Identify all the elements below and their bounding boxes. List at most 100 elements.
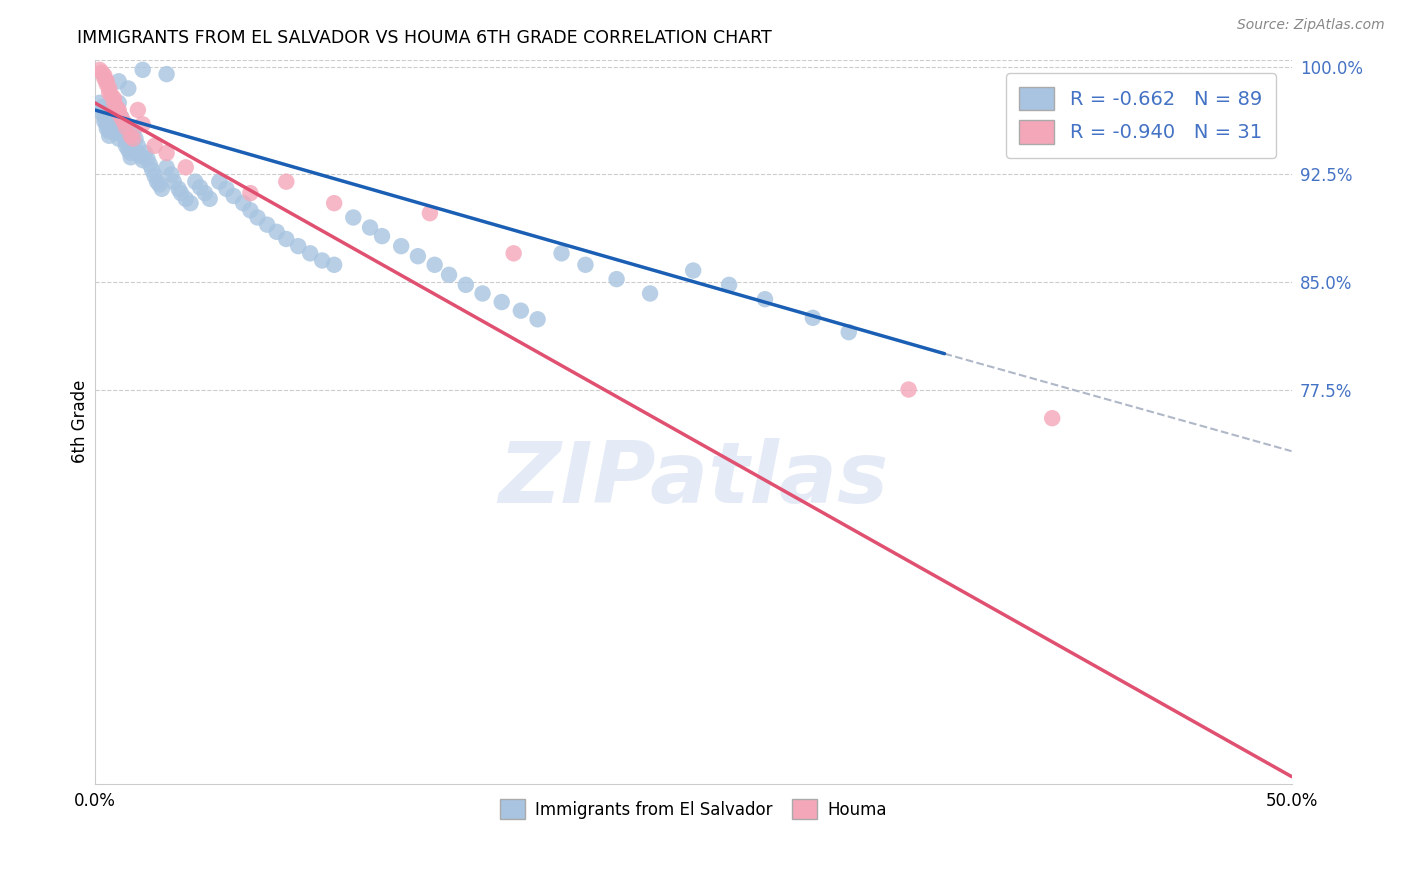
Point (98, 128, 121, 143)
Point (103, 114, 125, 128)
Point (239, 186, 262, 201)
Point (143, 169, 166, 183)
Point (174, 192, 197, 206)
Point (96, 74, 118, 88)
Point (437, 268, 460, 282)
Point (311, 253, 333, 268)
Point (122, 124, 145, 138)
Point (91, 106, 114, 120)
Point (897, 383, 920, 397)
Point (389, 239, 412, 253)
Point (107, 103, 129, 117)
Point (110, 110, 132, 124)
Point (89, 62, 111, 77)
Point (188, 180, 211, 194)
Point (115, 120, 138, 135)
Point (120, 146, 142, 161)
Point (246, 211, 269, 225)
Point (323, 258, 346, 272)
Point (127, 146, 149, 161)
Point (89, 95, 111, 110)
Point (100, 88, 122, 103)
Point (423, 258, 446, 272)
Point (103, 95, 125, 110)
Point (107, 74, 129, 88)
Point (160, 168, 183, 182)
Point (266, 225, 288, 239)
Point (148, 178, 170, 192)
Point (112, 114, 135, 128)
Point (91, 100, 114, 114)
Point (239, 203, 262, 218)
Point (299, 246, 322, 260)
Point (509, 303, 531, 318)
Point (139, 157, 162, 171)
Point (100, 110, 122, 124)
Point (222, 189, 245, 203)
Point (107, 106, 129, 120)
Point (1040, 411, 1063, 425)
Point (371, 229, 394, 244)
Point (155, 67, 177, 81)
Point (131, 153, 153, 168)
Point (287, 239, 309, 253)
Point (491, 295, 513, 310)
Point (103, 117, 125, 131)
Point (103, 91, 125, 105)
Point (117, 81, 139, 95)
Point (93, 69, 115, 83)
Point (419, 206, 441, 220)
Point (167, 182, 190, 196)
Legend: Immigrants from El Salvador, Houma: Immigrants from El Salvador, Houma (494, 792, 893, 826)
Point (100, 103, 122, 117)
Y-axis label: 6th Grade: 6th Grade (72, 380, 89, 464)
Point (606, 272, 628, 286)
Point (136, 152, 159, 166)
Text: ZIPatlas: ZIPatlas (498, 438, 889, 521)
Point (208, 175, 231, 189)
Point (638, 286, 661, 301)
Point (120, 150, 142, 164)
Point (91, 66, 114, 80)
Point (184, 175, 207, 189)
Point (110, 117, 132, 131)
Point (174, 161, 197, 175)
Point (96, 77, 118, 91)
Point (550, 246, 572, 260)
Point (718, 277, 741, 292)
Point (120, 128, 142, 143)
Point (105, 126, 128, 140)
Point (502, 246, 524, 260)
Point (96, 117, 118, 131)
Point (323, 196, 346, 211)
Point (107, 95, 129, 110)
Point (98, 81, 121, 95)
Point (682, 263, 704, 277)
Point (342, 211, 364, 225)
Point (454, 277, 477, 292)
Point (110, 110, 132, 124)
Point (112, 128, 135, 143)
Point (98, 124, 121, 138)
Point (163, 175, 186, 189)
Point (838, 325, 860, 339)
Point (131, 62, 153, 77)
Point (124, 131, 146, 145)
Point (129, 149, 152, 163)
Point (115, 138, 138, 153)
Point (127, 103, 149, 117)
Point (127, 138, 149, 153)
Point (150, 182, 173, 196)
Point (574, 258, 596, 272)
Point (107, 131, 129, 145)
Point (256, 218, 278, 232)
Point (232, 196, 254, 211)
Point (406, 249, 429, 263)
Point (471, 286, 494, 301)
Point (215, 182, 238, 196)
Point (115, 135, 138, 149)
Point (276, 175, 298, 189)
Point (141, 163, 163, 178)
Point (134, 146, 156, 161)
Point (198, 192, 221, 206)
